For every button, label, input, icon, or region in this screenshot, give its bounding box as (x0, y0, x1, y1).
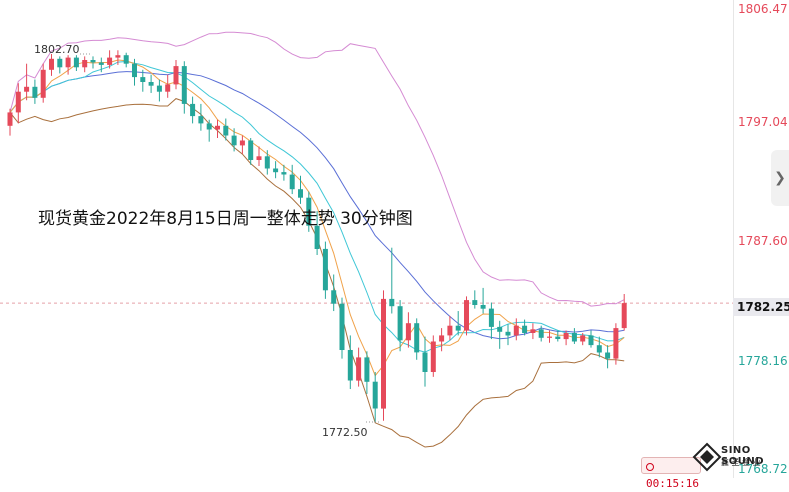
candle-body (181, 66, 187, 104)
candle-body (264, 156, 270, 169)
candle-body (381, 298, 386, 409)
candle-body (156, 85, 162, 92)
candle-body (248, 140, 254, 160)
candle-body (580, 335, 586, 342)
candle-body (513, 325, 519, 336)
price-axis-separator (733, 0, 734, 478)
candle-body (447, 325, 453, 336)
candle-body (57, 58, 63, 68)
candle-body (322, 248, 328, 291)
candle-body (472, 300, 478, 305)
y-tick-label: 1806.47 (738, 2, 788, 16)
lower-band-line (9, 98, 625, 448)
candle-body (588, 335, 594, 346)
candle-body (538, 329, 544, 338)
candle-body (107, 57, 113, 65)
candle-body (40, 69, 46, 98)
candle-body (331, 290, 337, 304)
candle-body (198, 116, 204, 124)
candle-body (497, 326, 503, 332)
chevron-right-icon[interactable]: ❯ (771, 150, 789, 206)
candle-body (306, 197, 312, 226)
candle-body (140, 77, 146, 82)
current-price-tag: 1782.25 (733, 298, 789, 316)
high-price-label: 1802.70 (34, 43, 80, 56)
y-tick-label: 1797.04 (738, 115, 788, 129)
candle-body (123, 55, 129, 64)
candle-body (613, 328, 619, 359)
candle-body (73, 57, 79, 68)
logo-icon (692, 442, 722, 472)
candle-body (405, 323, 411, 341)
candle-body (356, 357, 362, 381)
candle-body (621, 303, 627, 329)
candle-body (65, 57, 71, 68)
low-price-label: 1772.50 (322, 426, 368, 439)
y-tick-label: 1778.16 (738, 354, 788, 368)
candle-body (605, 352, 611, 359)
candle-body (596, 345, 602, 353)
clock-icon (646, 463, 654, 471)
candle-body (239, 140, 245, 146)
candle-body (347, 350, 353, 381)
candle-body (364, 357, 370, 382)
candle-body (7, 112, 13, 126)
candle-body (530, 329, 536, 333)
upper-band-line (9, 31, 625, 307)
candle-body (115, 55, 121, 58)
candle-body (15, 91, 21, 113)
candle-body (173, 66, 179, 85)
candle-body (422, 352, 428, 372)
candle-body (273, 168, 279, 173)
timer-value: 00:15:16 (646, 477, 699, 490)
candle-body (397, 306, 403, 341)
candle-body (414, 323, 420, 353)
candle-body (464, 300, 469, 331)
ma-mid-line (9, 60, 625, 353)
chart-title: 现货黄金2022年8月15日周一整体走势 30分钟图 (38, 209, 413, 229)
candle-body (480, 305, 486, 309)
candle-body (165, 84, 171, 92)
candle-body (389, 298, 395, 307)
candle-body (49, 58, 54, 70)
candle-body (314, 225, 320, 249)
candle-body (206, 123, 212, 130)
candle-body (571, 333, 577, 342)
ma-fast-line (9, 59, 625, 377)
candle-body (281, 172, 287, 175)
candle-body (223, 125, 229, 136)
candle-body (256, 156, 262, 160)
candle-body (505, 331, 511, 336)
candle-body (289, 174, 295, 190)
candle-body (372, 381, 378, 409)
candlestick-chart (0, 31, 733, 448)
y-tick-label: 1787.60 (738, 234, 788, 248)
candle-body (339, 303, 345, 350)
candle-body (522, 325, 528, 333)
logo-subtitle: 鑫 圣 金 业 (721, 458, 761, 467)
candle-body (190, 103, 196, 117)
ma-slow-line (9, 71, 625, 340)
candle-body (547, 336, 552, 338)
candle-body (215, 125, 220, 130)
candle-body (488, 308, 494, 327)
y-tick-label: 1768.72 (738, 462, 788, 476)
logo-name: SINO SOUND (721, 445, 764, 467)
candle-body (98, 62, 104, 65)
candle-body (90, 60, 96, 63)
candle-body (455, 325, 461, 331)
candle-body (32, 86, 38, 98)
candle-body (82, 60, 88, 68)
candle-body (555, 336, 561, 339)
candle-body (430, 341, 436, 372)
candle-body (24, 86, 30, 92)
candle-body (439, 335, 445, 342)
candle-body (563, 333, 569, 340)
candle-body (148, 82, 154, 86)
candle-body (298, 189, 303, 198)
candle-body (132, 63, 137, 78)
candle-body (231, 135, 237, 146)
